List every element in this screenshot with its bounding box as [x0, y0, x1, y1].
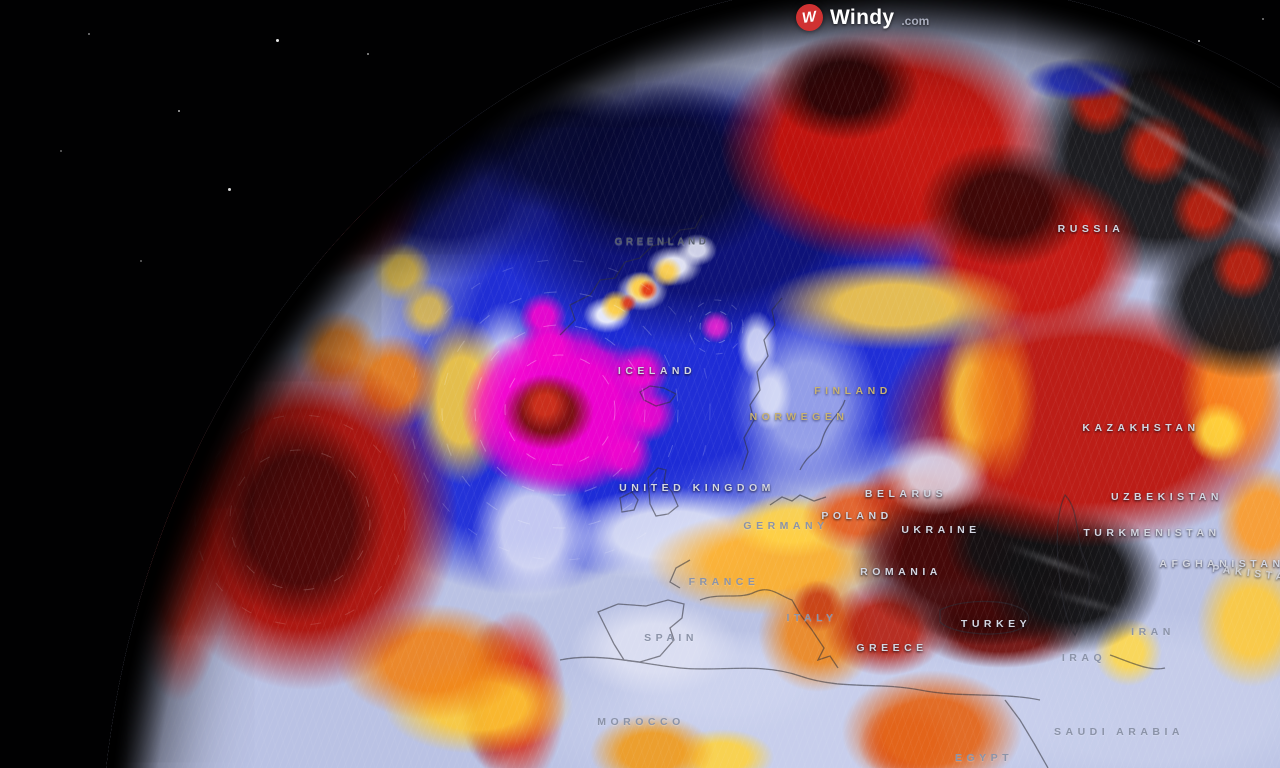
coastlines-and-streamlines — [194, 214, 1166, 768]
earth-globe[interactable] — [100, 0, 1280, 768]
star — [60, 150, 62, 152]
windy-swirl-icon: W — [796, 4, 823, 31]
globe-surface — [100, 0, 1280, 768]
star — [88, 33, 90, 35]
windy-logo-tld: .com — [901, 14, 930, 28]
windy-logo-text: Windy — [830, 5, 895, 29]
windy-logo[interactable]: W Windy .com — [796, 4, 929, 31]
